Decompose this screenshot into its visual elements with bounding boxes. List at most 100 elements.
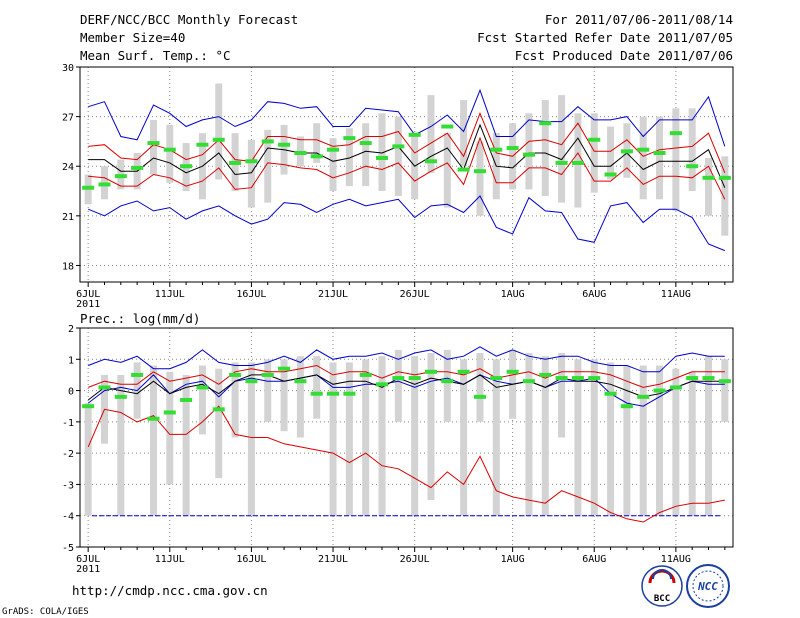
range-bar bbox=[329, 138, 337, 192]
median-marker bbox=[571, 376, 584, 381]
y-tick-label: 1 bbox=[68, 355, 74, 366]
range-bar bbox=[574, 113, 582, 208]
x-tick-label: 6JUL bbox=[76, 289, 100, 300]
range-bar bbox=[705, 157, 713, 216]
median-marker bbox=[392, 144, 405, 149]
range-bar bbox=[84, 403, 92, 516]
range-bar bbox=[558, 353, 566, 438]
range-bar bbox=[215, 83, 223, 180]
median-marker bbox=[310, 391, 323, 396]
range-bar bbox=[672, 108, 680, 211]
median-marker bbox=[408, 132, 421, 137]
footer-credit: GrADS: COLA/IGES bbox=[2, 607, 89, 617]
median-marker bbox=[588, 137, 601, 142]
range-bar bbox=[411, 356, 419, 516]
envelope-high-line bbox=[88, 346, 725, 373]
median-marker bbox=[278, 366, 291, 371]
x-tick-label: 1AUG bbox=[501, 554, 525, 565]
median-marker bbox=[424, 369, 437, 374]
range-bar bbox=[313, 356, 321, 419]
median-marker bbox=[131, 165, 144, 170]
range-bar bbox=[247, 139, 255, 208]
y-tick-label: 24 bbox=[62, 162, 74, 173]
x-tick-label: 11AUG bbox=[661, 289, 691, 300]
median-marker bbox=[82, 404, 95, 409]
y-tick-label: -1 bbox=[62, 418, 74, 429]
median-marker bbox=[653, 388, 666, 393]
spread-lower-line bbox=[87, 405, 725, 523]
median-marker bbox=[718, 175, 731, 180]
x-tick-label: 11AUG bbox=[661, 554, 691, 565]
median-marker bbox=[686, 376, 699, 381]
range-bar bbox=[476, 141, 484, 216]
median-marker bbox=[163, 410, 176, 415]
median-marker bbox=[669, 385, 682, 390]
median-marker bbox=[571, 160, 584, 165]
median-marker bbox=[424, 159, 437, 164]
y-tick-label: -5 bbox=[62, 543, 74, 554]
header-period: For 2011/07/06-2011/08/14 bbox=[545, 12, 733, 27]
range-bar bbox=[476, 353, 484, 422]
range-bar bbox=[362, 123, 370, 187]
median-marker bbox=[180, 397, 193, 402]
x-tick-label: 11JUL bbox=[155, 289, 185, 300]
median-marker bbox=[245, 159, 258, 164]
range-bar bbox=[721, 156, 729, 236]
median-marker bbox=[343, 136, 356, 141]
median-marker bbox=[327, 147, 340, 152]
x-tick-label: 16JUL bbox=[236, 554, 266, 565]
range-bar bbox=[688, 371, 696, 516]
x-tick-label: 6JUL bbox=[76, 554, 100, 565]
range-bar bbox=[215, 368, 223, 479]
median-marker bbox=[702, 175, 715, 180]
range-bar bbox=[264, 359, 272, 422]
x-tick-label: 21JUL bbox=[318, 554, 348, 565]
median-marker bbox=[245, 379, 258, 384]
range-bar bbox=[231, 362, 239, 438]
y-tick-label: 27 bbox=[62, 113, 74, 124]
range-bar bbox=[525, 113, 533, 190]
median-marker bbox=[686, 164, 699, 169]
spread-upper-line bbox=[88, 364, 725, 388]
median-marker bbox=[376, 155, 389, 160]
range-bar bbox=[443, 133, 451, 208]
range-bar bbox=[623, 365, 631, 516]
median-marker bbox=[555, 160, 568, 165]
x-tick-label: 26JUL bbox=[400, 289, 430, 300]
y-tick-label: -2 bbox=[62, 449, 74, 460]
range-bar bbox=[394, 349, 402, 422]
median-marker bbox=[82, 185, 95, 190]
median-marker bbox=[261, 372, 274, 377]
median-marker bbox=[98, 182, 111, 187]
footer-url: http://cmdp.ncc.cma.gov.cn bbox=[72, 583, 268, 598]
median-marker bbox=[229, 160, 242, 165]
median-marker bbox=[473, 394, 486, 399]
median-marker bbox=[212, 137, 225, 142]
median-marker bbox=[457, 167, 470, 172]
envelope-high-line bbox=[88, 88, 726, 147]
bcc-logo: BCC bbox=[641, 565, 683, 607]
median-marker bbox=[604, 172, 617, 177]
median-marker bbox=[490, 376, 503, 381]
range-bar bbox=[672, 368, 680, 516]
median-marker bbox=[441, 379, 454, 384]
median-marker bbox=[163, 147, 176, 152]
range-bar bbox=[460, 359, 468, 516]
median-marker bbox=[98, 385, 111, 390]
range-bar bbox=[378, 356, 386, 516]
range-bar bbox=[296, 356, 304, 438]
median-marker bbox=[506, 369, 519, 374]
median-marker bbox=[196, 385, 209, 390]
x-tick-year-label: 2011 bbox=[76, 564, 100, 575]
envelope-low-line bbox=[88, 195, 725, 252]
y-tick-label: 2 bbox=[68, 324, 74, 335]
median-marker bbox=[620, 404, 633, 409]
range-bar bbox=[247, 362, 255, 516]
median-marker bbox=[506, 146, 519, 151]
median-marker bbox=[196, 142, 209, 147]
median-marker bbox=[131, 372, 144, 377]
median-marker bbox=[359, 372, 372, 377]
median-marker bbox=[522, 152, 535, 157]
y-tick-label: 0 bbox=[68, 387, 74, 398]
